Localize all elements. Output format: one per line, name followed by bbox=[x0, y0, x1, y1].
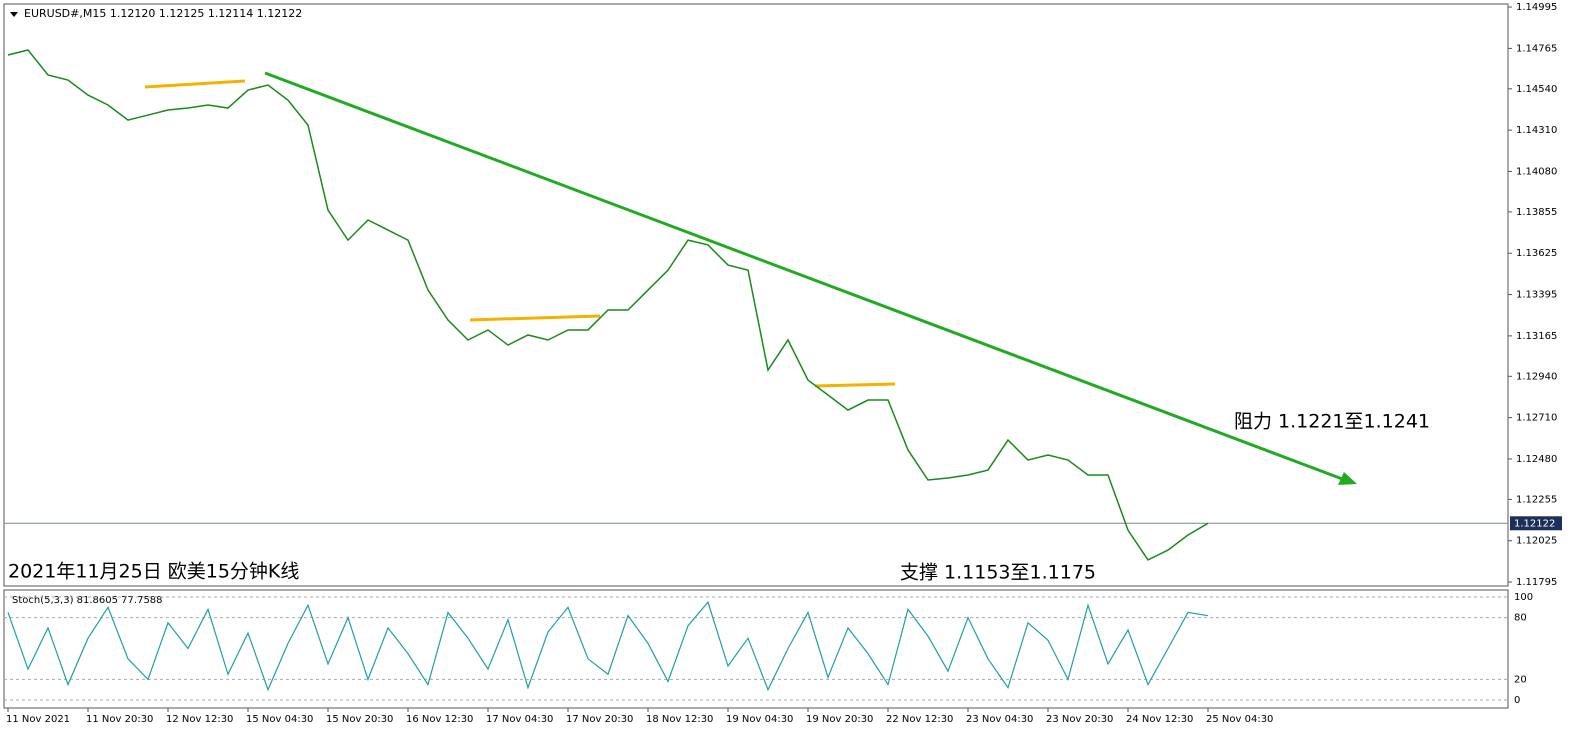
x-tick-label: 16 Nov 12:30 bbox=[406, 714, 473, 725]
y-tick-label: 1.13165 bbox=[1516, 331, 1557, 342]
header: EURUSD#,M15 1.12120 1.12125 1.12114 1.12… bbox=[24, 7, 302, 20]
stoch-tick-label: 0 bbox=[1514, 695, 1520, 706]
y-tick-label: 1.14995 bbox=[1516, 2, 1557, 13]
y-tick-label: 1.14765 bbox=[1516, 43, 1557, 54]
stoch-label: Stoch(5,3,3) 81.8605 77.7588 bbox=[12, 595, 163, 606]
y-tick-label: 1.12255 bbox=[1516, 494, 1557, 505]
current-price-box bbox=[1510, 516, 1562, 531]
current-price-label: 1.12122 bbox=[1514, 518, 1555, 529]
y-tick-label: 1.12710 bbox=[1516, 413, 1557, 424]
x-tick-label: 19 Nov 04:30 bbox=[726, 714, 793, 725]
x-tick-label: 23 Nov 04:30 bbox=[966, 714, 1033, 725]
trend-line bbox=[264, 71, 1346, 482]
y-tick-label: 1.12025 bbox=[1516, 536, 1557, 547]
x-tick-label: 18 Nov 12:30 bbox=[646, 714, 713, 725]
y-tick-label: 1.13625 bbox=[1516, 248, 1557, 259]
price-line bbox=[7, 49, 1209, 561]
x-tick-label: 11 Nov 2021 bbox=[6, 714, 70, 725]
x-tick-label: 17 Nov 04:30 bbox=[486, 714, 553, 725]
caption: 2021年11月25日 欧美15分钟K线 bbox=[8, 561, 299, 583]
y-tick-label: 1.14540 bbox=[1516, 84, 1557, 95]
main-panel bbox=[3, 3, 1509, 587]
x-tick-label: 15 Nov 04:30 bbox=[246, 714, 313, 725]
y-tick-label: 1.11795 bbox=[1516, 577, 1557, 588]
y-tick-label: 1.14080 bbox=[1516, 166, 1557, 177]
y-tick-label: 1.12940 bbox=[1516, 371, 1557, 382]
stoch-line bbox=[7, 600, 1209, 692]
y-tick-label: 1.13395 bbox=[1516, 290, 1557, 301]
x-tick-label: 24 Nov 12:30 bbox=[1126, 714, 1193, 725]
level-arrows bbox=[144, 79, 896, 388]
support-note: 支撑 1.1153至1.1175 bbox=[900, 562, 1096, 584]
stoch-tick-label: 80 bbox=[1514, 613, 1527, 624]
y-tick-label: 1.12480 bbox=[1516, 454, 1557, 465]
x-tick-label: 22 Nov 12:30 bbox=[886, 714, 953, 725]
stoch-tick-label: 100 bbox=[1514, 592, 1533, 603]
stoch-tick-label: 20 bbox=[1514, 674, 1527, 685]
x-tick-label: 23 Nov 20:30 bbox=[1046, 714, 1113, 725]
menu-arrow bbox=[10, 12, 18, 17]
resistance-note: 阻力 1.1221至1.1241 bbox=[1234, 411, 1430, 433]
x-tick-label: 15 Nov 20:30 bbox=[326, 714, 393, 725]
y-tick-label: 1.14310 bbox=[1516, 125, 1557, 136]
x-tick-label: 25 Nov 04:30 bbox=[1206, 714, 1273, 725]
x-tick-label: 11 Nov 20:30 bbox=[86, 714, 153, 725]
trend-arrow bbox=[1338, 472, 1357, 485]
x-tick-label: 17 Nov 20:30 bbox=[566, 714, 633, 725]
x-tick-label: 19 Nov 20:30 bbox=[806, 714, 873, 725]
stoch-panel bbox=[3, 589, 1509, 709]
y-tick-label: 1.13855 bbox=[1516, 207, 1557, 218]
x-tick-label: 12 Nov 12:30 bbox=[166, 714, 233, 725]
